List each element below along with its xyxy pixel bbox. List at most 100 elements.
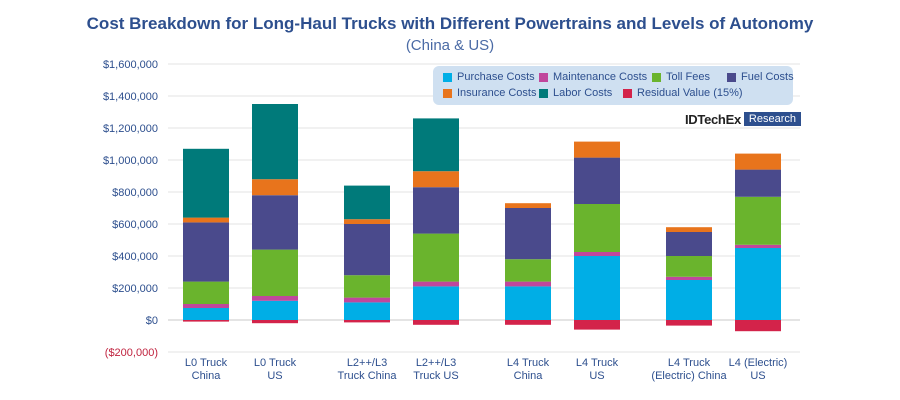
y-tick-label: $800,000 <box>112 187 158 199</box>
y-tick-label: $200,000 <box>112 283 158 295</box>
bar-segment <box>413 281 459 287</box>
legend-swatch <box>443 88 452 98</box>
legend-swatch <box>727 72 736 82</box>
bar-segment <box>413 233 459 282</box>
x-tick-label: Truck US <box>413 370 458 382</box>
chart-legend: Purchase Costs Maintenance Costs Toll Fees… <box>433 66 794 105</box>
x-tick-label: L4 Truck <box>668 357 711 369</box>
bar-segment <box>505 203 551 208</box>
legend-swatch <box>539 72 548 82</box>
bar-segment <box>666 276 712 280</box>
bar-segment <box>666 256 712 277</box>
bar-segment <box>252 195 298 250</box>
bar-segment <box>344 297 390 303</box>
x-tick-label: US <box>589 370 604 382</box>
y-tick-label: $0 <box>146 315 158 327</box>
legend-label: Insurance Costs <box>457 87 537 99</box>
legend-item: Maintenance Costs <box>539 71 647 83</box>
bar-segment <box>344 224 390 276</box>
y-tick-label: $1,000,000 <box>103 155 158 167</box>
legend-swatch <box>652 72 661 82</box>
legend-swatch <box>539 88 548 98</box>
x-tick-label: L0 Truck <box>185 357 228 369</box>
y-tick-label: $1,600,000 <box>103 59 158 71</box>
legend-label: Fuel Costs <box>741 71 794 83</box>
bar-segment <box>505 286 551 320</box>
bar-segment <box>574 256 620 320</box>
legend-item: Toll Fees <box>652 71 710 83</box>
bar-segment <box>735 169 781 197</box>
legend-item: Purchase Costs <box>443 71 535 83</box>
bar-segment <box>252 249 298 296</box>
legend-label: Labor Costs <box>553 87 613 99</box>
bar-segment <box>505 208 551 260</box>
bar-segment <box>183 148 229 218</box>
bar-segment <box>666 280 712 320</box>
x-tick-label: L4 (Electric) <box>729 357 788 369</box>
chart-subtitle: (China & US) <box>405 37 495 54</box>
legend-label: Residual Value (15%) <box>637 87 743 99</box>
bar-segment <box>666 227 712 232</box>
y-tick-label: $1,400,000 <box>103 91 158 103</box>
legend-item: Insurance Costs <box>443 87 536 99</box>
legend-item: Labor Costs <box>539 87 612 99</box>
bar-segment <box>505 320 551 325</box>
bar-segment <box>574 141 620 158</box>
bar-segment <box>666 320 712 326</box>
bar-segment <box>183 308 229 320</box>
bar-segment <box>344 185 390 220</box>
bar-segment <box>574 320 620 330</box>
bar-segment <box>735 248 781 320</box>
bar-segment <box>666 232 712 256</box>
bar-segment <box>413 118 459 172</box>
x-tick-label: US <box>267 370 282 382</box>
x-tick-label: China <box>192 370 222 382</box>
x-tick-label: L4 Truck <box>507 357 550 369</box>
bar-segment <box>252 179 298 196</box>
legend-item: Residual Value (15%) <box>623 87 743 99</box>
y-tick-label: $400,000 <box>112 251 158 263</box>
legend-swatch <box>623 88 632 98</box>
bar-segment <box>505 259 551 282</box>
brand-name: IDTechEx <box>685 111 741 127</box>
bar-segment <box>252 300 298 320</box>
y-tick-label: ($200,000) <box>105 347 158 359</box>
bar-segment <box>344 302 390 320</box>
bar-segment <box>252 104 298 180</box>
bar-segment <box>183 281 229 304</box>
legend-swatch <box>443 72 452 82</box>
bar-segment <box>735 320 781 332</box>
x-tick-label: China <box>514 370 544 382</box>
x-tick-label: L2++/L3 <box>347 357 387 369</box>
bar-segment <box>252 296 298 301</box>
bar-segment <box>413 320 459 325</box>
bar-segment <box>344 219 390 224</box>
bar-segment <box>183 222 229 282</box>
x-tick-label: L2++/L3 <box>416 357 456 369</box>
chart-title: Cost Breakdown for Long-Haul Trucks with… <box>86 14 814 33</box>
bar-segment <box>735 244 781 248</box>
bar-segment <box>413 286 459 320</box>
brand-logo: IDTechEx Research <box>685 111 801 127</box>
bar-segment <box>574 204 620 252</box>
legend-label: Toll Fees <box>666 71 711 83</box>
bar-segment <box>413 187 459 234</box>
x-tick-label: Truck China <box>338 370 398 382</box>
x-tick-label: L0 Truck <box>254 357 297 369</box>
bar-segment <box>574 252 620 256</box>
legend-item: Fuel Costs <box>727 71 794 83</box>
legend-label: Purchase Costs <box>457 71 535 83</box>
brand-tag: Research <box>743 112 801 126</box>
bar-segment <box>183 320 229 322</box>
bar-segment <box>735 153 781 170</box>
bar-segment <box>183 217 229 223</box>
bar-segment <box>252 320 298 324</box>
bar-segment <box>413 171 459 188</box>
x-tick-label: (Electric) China <box>651 370 727 382</box>
bar-segment <box>505 281 551 287</box>
y-tick-label: $1,200,000 <box>103 123 158 135</box>
bar-segment <box>183 304 229 308</box>
legend-label: Maintenance Costs <box>553 71 648 83</box>
x-tick-label: L4 Truck <box>576 357 619 369</box>
